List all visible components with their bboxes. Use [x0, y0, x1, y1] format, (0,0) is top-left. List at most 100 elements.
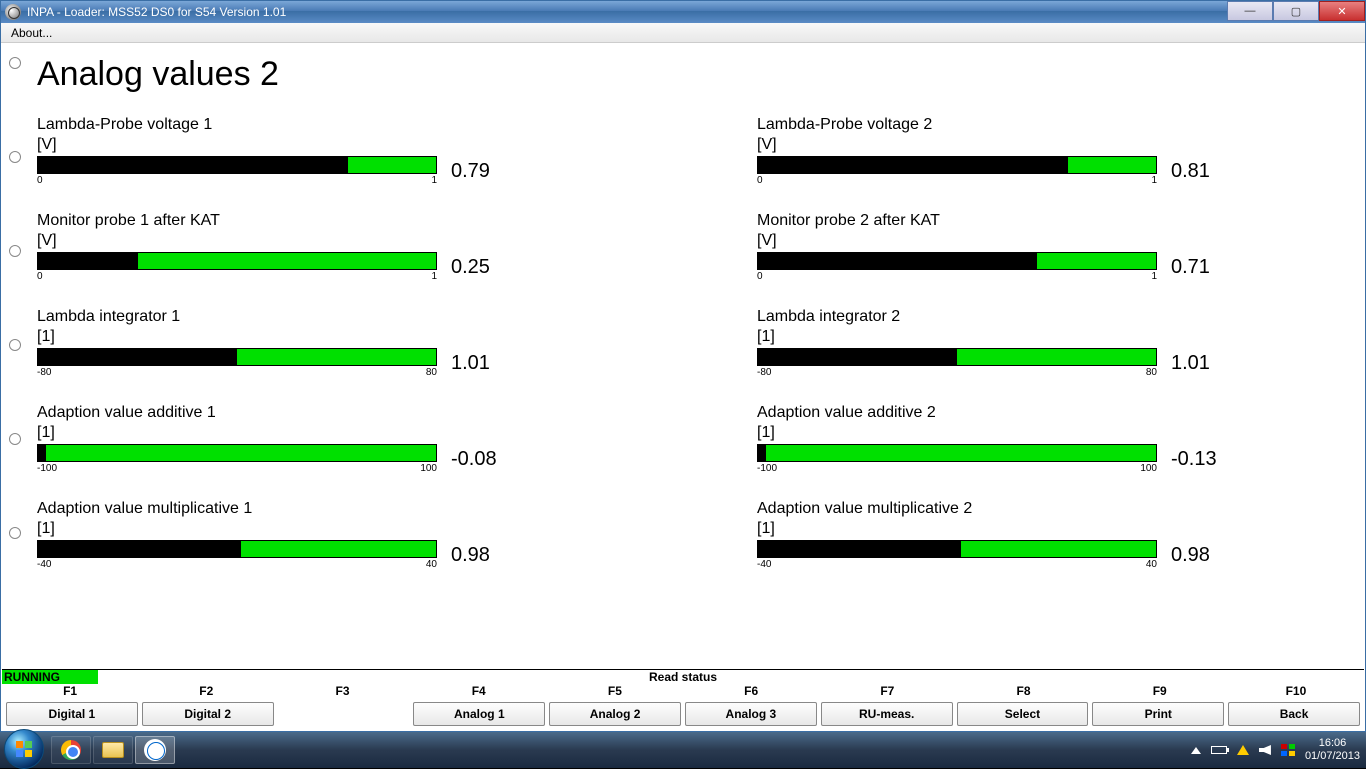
fkey-button[interactable]: Back — [1228, 702, 1360, 726]
window-title: INPA - Loader: MSS52 DS0 for S54 Version… — [27, 5, 286, 19]
measure-unit: [1] — [757, 424, 1227, 442]
radio-option[interactable] — [9, 151, 21, 163]
measure-bar — [757, 252, 1157, 270]
fkey-label: F8 — [955, 684, 1091, 700]
fkey-label: F7 — [819, 684, 955, 700]
measure-bar-fill — [758, 349, 957, 365]
menu-about[interactable]: About... — [7, 23, 56, 43]
measure-label: Lambda integrator 2 — [757, 308, 1227, 326]
measure-scale: 01 — [757, 271, 1157, 282]
action-center-icon[interactable] — [1281, 744, 1295, 756]
fkey-label: F3 — [274, 684, 410, 700]
fkey-label: F4 — [411, 684, 547, 700]
radio-option[interactable] — [9, 245, 21, 257]
clock-date: 01/07/2013 — [1305, 750, 1360, 763]
measure-label: Lambda-Probe voltage 1 — [37, 116, 507, 134]
system-tray[interactable]: 16:06 01/07/2013 — [1191, 737, 1366, 763]
measure-bar-fill — [38, 157, 348, 173]
fkey-label: F2 — [138, 684, 274, 700]
left-column: Lambda-Probe voltage 1[V]010.79Monitor p… — [37, 116, 507, 596]
start-button[interactable] — [4, 729, 44, 769]
fkey-button[interactable]: Select — [957, 702, 1089, 726]
measure-label: Adaption value multiplicative 2 — [757, 500, 1227, 518]
measure-scale: 01 — [37, 175, 437, 186]
measure-bar — [757, 444, 1157, 462]
measure-block: Lambda-Probe voltage 1[V]010.79 — [37, 116, 507, 186]
fkey-label: F1 — [2, 684, 138, 700]
warning-icon[interactable] — [1237, 745, 1249, 755]
fkey-button[interactable]: Digital 2 — [142, 702, 274, 726]
fkey-label: F10 — [1228, 684, 1364, 700]
fkey-button[interactable]: Analog 3 — [685, 702, 817, 726]
titlebar[interactable]: INPA - Loader: MSS52 DS0 for S54 Version… — [1, 1, 1365, 23]
measure-value: 0.25 — [451, 256, 511, 279]
measure-block: Adaption value additive 1[1]-100100-0.08 — [37, 404, 507, 474]
volume-icon[interactable] — [1259, 745, 1271, 755]
fkey-label: F5 — [547, 684, 683, 700]
measure-value: 0.81 — [1171, 160, 1231, 183]
measure-bar — [37, 444, 437, 462]
radio-option[interactable] — [9, 527, 21, 539]
measure-bar — [757, 156, 1157, 174]
measure-value: 0.71 — [1171, 256, 1231, 279]
radio-option[interactable] — [9, 57, 21, 69]
minimize-button[interactable]: — — [1227, 1, 1273, 21]
app-window: INPA - Loader: MSS52 DS0 for S54 Version… — [0, 0, 1366, 732]
tray-expand-icon[interactable] — [1191, 747, 1201, 754]
fkey-button[interactable]: Analog 2 — [549, 702, 681, 726]
taskbar-inpa-icon[interactable] — [135, 736, 175, 764]
clock[interactable]: 16:06 01/07/2013 — [1305, 737, 1360, 763]
page-title: Analog values 2 — [37, 55, 1365, 94]
maximize-button[interactable]: ▢ — [1273, 1, 1319, 21]
fkey-button[interactable]: RU-meas. — [821, 702, 953, 726]
clock-time: 16:06 — [1305, 737, 1360, 750]
fkey-button[interactable]: Print — [1092, 702, 1224, 726]
measure-block: Adaption value multiplicative 2[1]-40400… — [757, 500, 1227, 570]
measure-block: Lambda-Probe voltage 2[V]010.81 — [757, 116, 1227, 186]
measure-value: -0.08 — [451, 448, 511, 471]
app-icon — [5, 4, 21, 20]
measure-bar — [37, 540, 437, 558]
radio-option[interactable] — [9, 339, 21, 351]
measure-label: Lambda-Probe voltage 2 — [757, 116, 1227, 134]
measure-bar-fill — [758, 253, 1037, 269]
taskbar-chrome-icon[interactable] — [51, 736, 91, 764]
measure-block: Lambda integrator 2[1]-80801.01 — [757, 308, 1227, 378]
measure-bar-fill — [758, 445, 766, 461]
battery-icon[interactable] — [1211, 746, 1227, 754]
fkey-label: F6 — [683, 684, 819, 700]
measure-value: 1.01 — [451, 352, 511, 375]
content-area: Analog values 2 Lambda-Probe voltage 1 [V… — [1, 43, 1365, 667]
bottom-panel: RUNNING Read status F1F2F3F4F5F6F7F8F9F1… — [2, 669, 1364, 730]
measure-bar-fill — [38, 445, 46, 461]
radio-option[interactable] — [9, 433, 21, 445]
measure-bar — [757, 540, 1157, 558]
measure-unit: [V] — [757, 136, 1227, 154]
measure-bar-fill — [38, 253, 138, 269]
measure-bar-fill — [38, 541, 241, 557]
fkey-labels: F1F2F3F4F5F6F7F8F9F10 — [2, 684, 1364, 700]
measure-unit: [V] — [37, 232, 507, 250]
right-column: Lambda-Probe voltage 2[V]010.81Monitor p… — [757, 116, 1227, 596]
measure-scale: -100100 — [757, 463, 1157, 474]
radio-column — [9, 57, 21, 621]
measure-label: Adaption value multiplicative 1 — [37, 500, 507, 518]
taskbar[interactable]: 16:06 01/07/2013 — [0, 732, 1366, 768]
measure-unit: [V] — [757, 232, 1227, 250]
measure-label: Monitor probe 2 after KAT — [757, 212, 1227, 230]
measure-bar — [757, 348, 1157, 366]
measure-value: 0.98 — [451, 544, 511, 567]
measure-unit: [1] — [37, 328, 507, 346]
measure-label: Monitor probe 1 after KAT — [37, 212, 507, 230]
measure-unit: [V] — [37, 136, 507, 154]
status-running: RUNNING — [2, 670, 98, 684]
fkey-label: F9 — [1092, 684, 1228, 700]
fkey-button[interactable]: Digital 1 — [6, 702, 138, 726]
measure-value: -0.13 — [1171, 448, 1231, 471]
taskbar-explorer-icon[interactable] — [93, 736, 133, 764]
measure-scale: 01 — [37, 271, 437, 282]
measure-block: Adaption value multiplicative 1[1]-40400… — [37, 500, 507, 570]
fkey-button[interactable]: Analog 1 — [413, 702, 545, 726]
measure-label: Lambda integrator 1 — [37, 308, 507, 326]
close-button[interactable]: ✕ — [1319, 1, 1365, 21]
